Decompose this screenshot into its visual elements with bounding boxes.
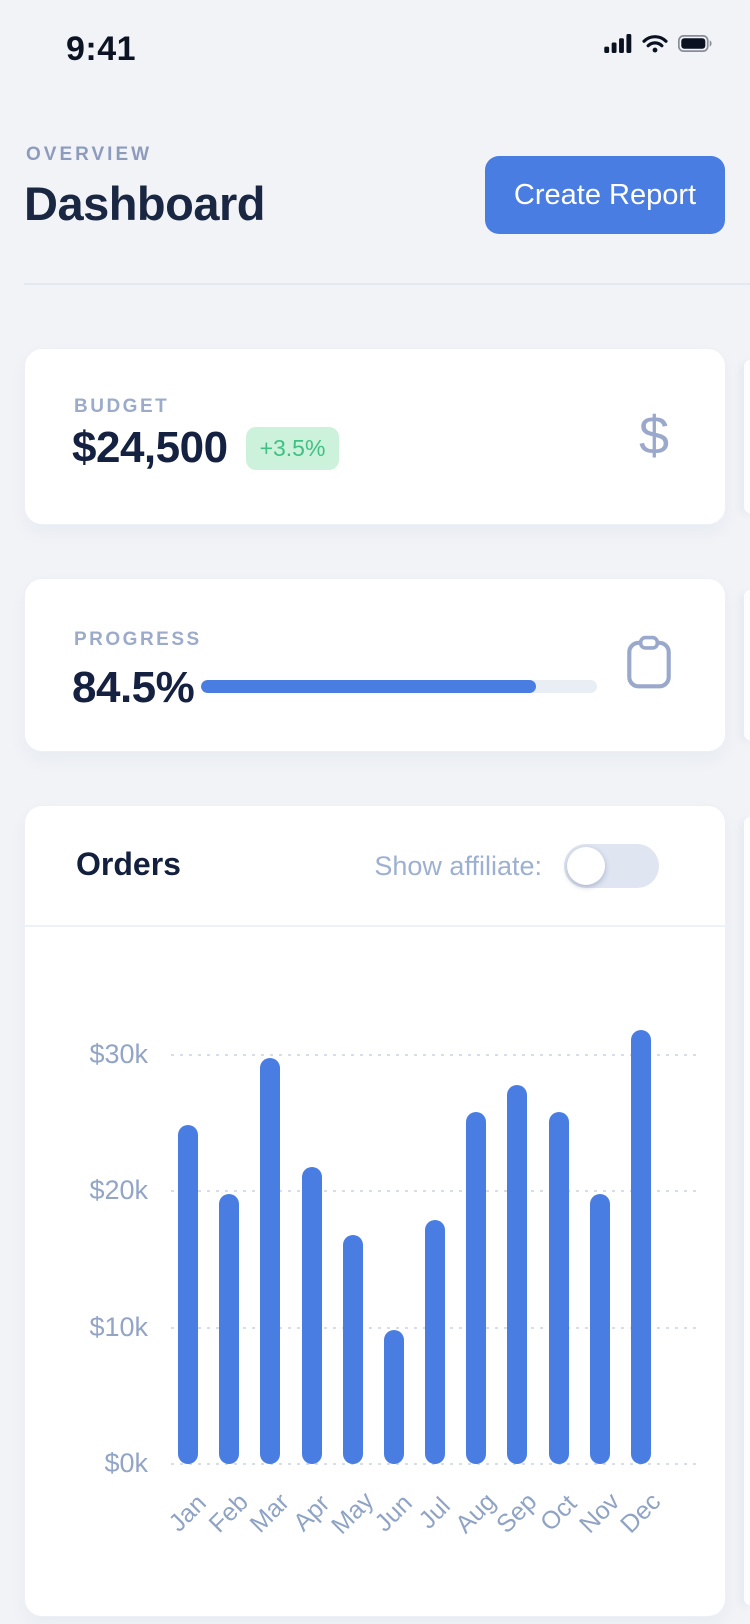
progress-value: 84.5%: [72, 663, 195, 712]
gridline-$30k: [171, 1054, 701, 1056]
bar-jun: [383, 1330, 404, 1464]
y-axis-tick-label: $10k: [89, 1311, 148, 1342]
orders-card: Orders Show affiliate: $0k $10k $20k $30k Ja…: [24, 805, 727, 1618]
battery-icon: [678, 35, 712, 57]
clipboard-icon: [625, 635, 673, 696]
bar-dec: [630, 1030, 651, 1464]
next-budget-card-peek[interactable]: [744, 360, 750, 513]
progress-value-row: 84.5%: [72, 663, 195, 713]
budget-value: $24,500: [72, 423, 228, 472]
bar-may: [342, 1234, 363, 1464]
page-title: Dashboard: [24, 177, 266, 230]
bar-nov: [589, 1194, 610, 1464]
progress-label: PROGRESS: [74, 629, 202, 650]
show-affiliate-label: Show affiliate:: [374, 850, 542, 881]
budget-card: BUDGET $24,500 +3.5% $: [24, 348, 726, 525]
bar-jul: [425, 1219, 446, 1464]
orders-title: Orders: [76, 846, 181, 882]
bar-mar: [260, 1057, 281, 1464]
bar-apr: [301, 1166, 322, 1464]
bar-oct: [548, 1112, 569, 1464]
budget-delta-badge: +3.5%: [245, 426, 340, 470]
gridline-$20k: [171, 1190, 701, 1193]
y-axis-tick-label: $30k: [89, 1039, 148, 1069]
gridline-$0k: [171, 1463, 701, 1465]
next-orders-card-peek[interactable]: [744, 817, 750, 1605]
dollar-icon: $: [638, 405, 669, 466]
show-affiliate-group: Show affiliate:: [374, 844, 659, 888]
toggle-knob: [567, 847, 605, 885]
status-bar: 9:41: [0, 26, 750, 70]
bar-sep: [507, 1085, 528, 1464]
progress-bar-track: [201, 680, 597, 693]
progress-bar-fill: [201, 680, 536, 693]
show-affiliate-toggle[interactable]: [564, 844, 659, 888]
create-report-button[interactable]: Create Report: [485, 156, 725, 234]
bar-jan: [178, 1124, 198, 1464]
bar-aug: [466, 1112, 487, 1464]
orders-chart: $0k $10k $20k $30k Jan Feb Mar Apr May Jun Jul Aug S…: [25, 927, 727, 1618]
header-divider: [24, 283, 750, 285]
orders-header-divider: [25, 925, 727, 927]
next-progress-card-peek[interactable]: [744, 590, 750, 740]
y-axis-tick-label: $20k: [89, 1175, 148, 1206]
budget-label: BUDGET: [74, 396, 170, 417]
cell-signal-icon: [604, 34, 632, 58]
status-time: 9:41: [66, 30, 137, 68]
bar-feb: [219, 1194, 240, 1464]
overview-eyebrow: OVERVIEW: [26, 144, 153, 165]
status-icons: [604, 34, 712, 58]
budget-value-row: $24,500 +3.5%: [72, 423, 340, 473]
orders-card-header: Orders Show affiliate:: [25, 806, 725, 925]
wifi-icon: [642, 34, 668, 58]
y-axis-tick-label: $0k: [104, 1448, 148, 1478]
progress-card: PROGRESS 84.5%: [24, 578, 726, 752]
